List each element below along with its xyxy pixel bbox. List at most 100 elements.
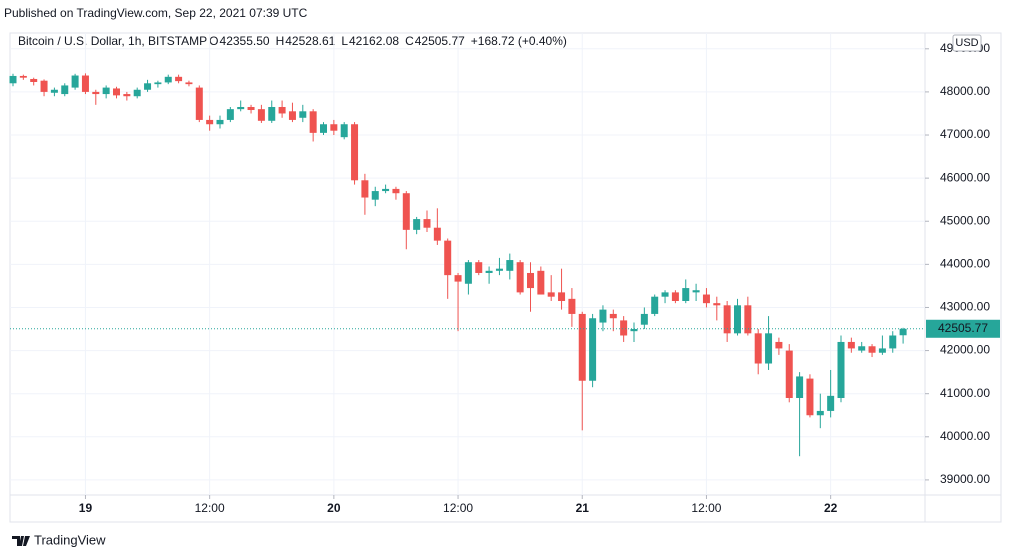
candle-body [81, 75, 89, 92]
candle-body [154, 82, 162, 85]
candle-body [485, 270, 493, 273]
candle-body [858, 346, 866, 351]
candle-body [392, 188, 400, 194]
brand-name: TradingView [34, 532, 106, 547]
candle-body [19, 75, 27, 78]
candle-body [30, 78, 38, 82]
legend-open: 42355.50 [220, 34, 270, 48]
legend-o-label: O [209, 34, 218, 48]
candle-body [547, 292, 555, 297]
legend-close: 42505.77 [415, 34, 465, 48]
x-tick-label: 21 [576, 501, 590, 515]
candle-body [9, 75, 17, 84]
grid [10, 33, 925, 495]
candle-body [278, 106, 286, 114]
candle-body [309, 111, 317, 133]
candle-body [257, 109, 265, 121]
candle-body [351, 124, 359, 181]
candle-body [361, 180, 369, 198]
legend-change: +168.72 (+0.40%) [471, 34, 567, 48]
axes: 39000.00 40000.00 41000.00 42000.00 43000.00… [79, 34, 1000, 515]
candle-body [288, 111, 296, 120]
y-tick-label: 42000.00 [940, 343, 990, 357]
candle-body [340, 124, 348, 138]
candle-body [775, 341, 783, 349]
candle-body [464, 262, 472, 284]
candle-body [402, 193, 410, 230]
candle-body [247, 106, 255, 111]
candle-body [578, 313, 586, 381]
candle-body [744, 305, 752, 334]
candle-body [558, 292, 566, 301]
candle-body [506, 260, 514, 271]
candle-body [433, 227, 441, 241]
candle-body [268, 106, 276, 121]
candle-body [371, 191, 379, 200]
candle-body [92, 91, 100, 95]
brand-logo [12, 536, 30, 546]
candle-body [71, 75, 79, 88]
candle-body [475, 262, 483, 273]
candle-body [413, 219, 421, 230]
candle-body [816, 410, 824, 416]
candle-body [423, 219, 431, 228]
candle-body [495, 268, 503, 271]
x-tick-label: 22 [824, 501, 838, 515]
legend-l-label: L [341, 34, 348, 48]
y-tick-label: 48000.00 [940, 84, 990, 98]
candle-body [320, 124, 327, 133]
candle-body [889, 335, 897, 349]
x-tick-label: 12:00 [443, 501, 473, 515]
y-tick-label: 39000.00 [940, 472, 990, 486]
y-tick-label: 40000.00 [940, 429, 990, 443]
published: Published on TradingView.com, Sep 22, 20… [4, 6, 308, 20]
candle-body [599, 309, 607, 323]
y-tick-label: 43000.00 [940, 300, 990, 314]
legend-low: 42162.08 [349, 34, 399, 48]
candle-body [837, 341, 845, 398]
candle-body [806, 378, 814, 416]
candle-body [226, 109, 234, 120]
legend: Bitcoin / U.S. Dollar, 1h, BITSTAMP O 423… [18, 34, 567, 48]
candle-body [620, 320, 628, 336]
candle-body [113, 88, 120, 96]
candle-body [723, 305, 731, 334]
candle-body [713, 303, 721, 306]
candle-body [754, 333, 762, 364]
y-tick-label: 47000.00 [940, 127, 990, 141]
chart-frame [9, 32, 1002, 523]
candle-body [444, 240, 452, 276]
candle-body [237, 106, 245, 110]
candle-body [133, 89, 141, 97]
candle-body [102, 87, 110, 95]
candle-body [537, 270, 545, 295]
candle-body [734, 305, 741, 334]
candle-body [671, 292, 679, 301]
candles [9, 73, 925, 457]
candle-body [878, 348, 886, 353]
candle-body [40, 80, 48, 92]
candle-body [206, 119, 214, 125]
candle-body [682, 288, 690, 301]
legend-h-label: H [276, 34, 285, 48]
candle-body [609, 313, 617, 319]
brand: TradingView [12, 532, 106, 547]
candle-body [868, 346, 876, 353]
candle-body [661, 292, 669, 297]
x-tick-label: 12:00 [195, 501, 225, 515]
y-tick-label: 44000.00 [940, 257, 990, 271]
candle-body [651, 296, 659, 314]
candle-body [785, 350, 793, 398]
candle-body [330, 124, 338, 131]
currency-box [952, 34, 982, 52]
candle-body [516, 262, 524, 293]
candle-body [50, 89, 58, 93]
candle-body [796, 376, 804, 398]
candle-body [702, 294, 710, 304]
candle-body [630, 329, 638, 332]
candle-body [144, 83, 152, 90]
x-tick-label: 19 [79, 501, 93, 515]
candle-body [765, 333, 773, 364]
y-tick-label: 45000.00 [940, 213, 990, 227]
